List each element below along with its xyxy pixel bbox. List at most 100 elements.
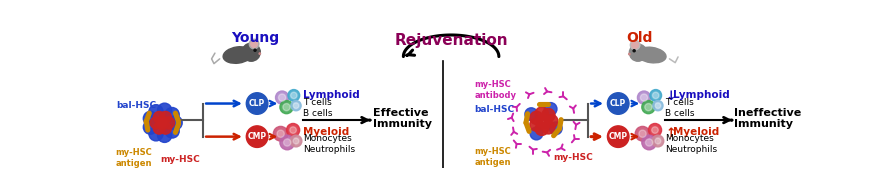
Text: Myeloid: Myeloid xyxy=(303,127,350,137)
Circle shape xyxy=(639,130,646,137)
Circle shape xyxy=(276,91,289,104)
Circle shape xyxy=(529,111,544,125)
Circle shape xyxy=(535,107,549,120)
Text: Myeloid: Myeloid xyxy=(673,127,719,137)
Circle shape xyxy=(277,130,285,137)
Circle shape xyxy=(249,39,259,49)
Circle shape xyxy=(158,103,172,117)
Circle shape xyxy=(157,117,168,129)
Circle shape xyxy=(537,115,550,128)
Circle shape xyxy=(544,115,558,128)
Circle shape xyxy=(544,103,557,115)
Circle shape xyxy=(153,111,165,123)
Circle shape xyxy=(290,127,296,133)
Circle shape xyxy=(607,126,629,147)
Circle shape xyxy=(144,120,158,134)
Circle shape xyxy=(652,135,663,147)
Text: Ineffective
Immunity: Ineffective Immunity xyxy=(735,108,802,129)
Circle shape xyxy=(144,111,158,125)
Circle shape xyxy=(653,92,659,99)
Text: Effective
Immunity: Effective Immunity xyxy=(373,108,432,129)
Circle shape xyxy=(550,122,562,135)
Circle shape xyxy=(529,118,544,131)
Text: my-HSC
antibody: my-HSC antibody xyxy=(474,81,516,100)
Circle shape xyxy=(159,122,172,134)
Circle shape xyxy=(293,103,299,108)
Circle shape xyxy=(629,44,647,61)
Circle shape xyxy=(655,138,661,144)
Circle shape xyxy=(159,111,172,123)
Circle shape xyxy=(153,122,165,134)
Circle shape xyxy=(630,40,640,50)
Circle shape xyxy=(149,105,163,119)
Circle shape xyxy=(251,41,257,47)
Circle shape xyxy=(525,108,537,121)
Text: CLP: CLP xyxy=(249,99,265,108)
Text: Lymphoid: Lymphoid xyxy=(673,91,729,100)
Text: Monocytes
Neutrophils: Monocytes Neutrophils xyxy=(303,134,355,154)
Circle shape xyxy=(242,43,260,61)
Text: ↓: ↓ xyxy=(665,91,676,103)
Circle shape xyxy=(291,92,297,99)
Ellipse shape xyxy=(637,47,666,63)
Circle shape xyxy=(280,101,293,114)
Circle shape xyxy=(542,121,555,134)
Text: CLP: CLP xyxy=(610,99,626,108)
Text: my-HSC: my-HSC xyxy=(553,153,593,162)
Circle shape xyxy=(284,139,291,146)
Circle shape xyxy=(290,135,302,147)
Circle shape xyxy=(652,127,658,133)
Text: CMP: CMP xyxy=(248,132,267,141)
Circle shape xyxy=(530,127,543,140)
Circle shape xyxy=(650,90,662,101)
Circle shape xyxy=(542,108,555,122)
Circle shape xyxy=(149,127,163,141)
Circle shape xyxy=(653,101,663,111)
Circle shape xyxy=(293,138,299,144)
Circle shape xyxy=(286,123,300,137)
Circle shape xyxy=(259,53,261,54)
Circle shape xyxy=(629,53,630,55)
Circle shape xyxy=(247,93,268,114)
Circle shape xyxy=(283,104,290,111)
Circle shape xyxy=(655,103,661,108)
Text: T cells
B cells: T cells B cells xyxy=(665,98,695,118)
Circle shape xyxy=(150,117,162,129)
Circle shape xyxy=(640,94,648,101)
Text: ↑: ↑ xyxy=(665,127,676,140)
Text: Monocytes
Neutrophils: Monocytes Neutrophils xyxy=(665,134,717,154)
Ellipse shape xyxy=(223,47,253,63)
Circle shape xyxy=(247,126,268,147)
Text: CMP: CMP xyxy=(609,132,628,141)
Circle shape xyxy=(648,123,662,137)
Circle shape xyxy=(165,108,179,122)
Circle shape xyxy=(273,126,288,141)
Circle shape xyxy=(168,116,182,130)
Text: Old: Old xyxy=(626,31,653,45)
Circle shape xyxy=(288,90,300,101)
Text: Lymphoid: Lymphoid xyxy=(303,91,360,100)
Circle shape xyxy=(165,124,179,138)
Text: Young: Young xyxy=(231,31,279,45)
Text: my-HSC: my-HSC xyxy=(160,155,200,164)
Text: bal-HSC: bal-HSC xyxy=(474,105,515,114)
Circle shape xyxy=(638,91,650,104)
Circle shape xyxy=(535,122,549,136)
Circle shape xyxy=(635,126,650,141)
Text: T cells
B cells: T cells B cells xyxy=(303,98,333,118)
Circle shape xyxy=(645,104,652,111)
Circle shape xyxy=(642,101,655,114)
Circle shape xyxy=(163,117,174,129)
Circle shape xyxy=(254,49,256,51)
Text: my-HSC
antigen: my-HSC antigen xyxy=(115,148,152,168)
Circle shape xyxy=(291,101,301,111)
Text: my-HSC
antigen: my-HSC antigen xyxy=(474,147,511,167)
Circle shape xyxy=(158,128,172,143)
Circle shape xyxy=(278,94,285,101)
Circle shape xyxy=(280,135,294,150)
Text: bal-HSC: bal-HSC xyxy=(116,101,156,110)
Text: Rejuvenation: Rejuvenation xyxy=(395,33,508,48)
Circle shape xyxy=(642,135,656,150)
Circle shape xyxy=(632,42,639,48)
Circle shape xyxy=(607,93,629,114)
